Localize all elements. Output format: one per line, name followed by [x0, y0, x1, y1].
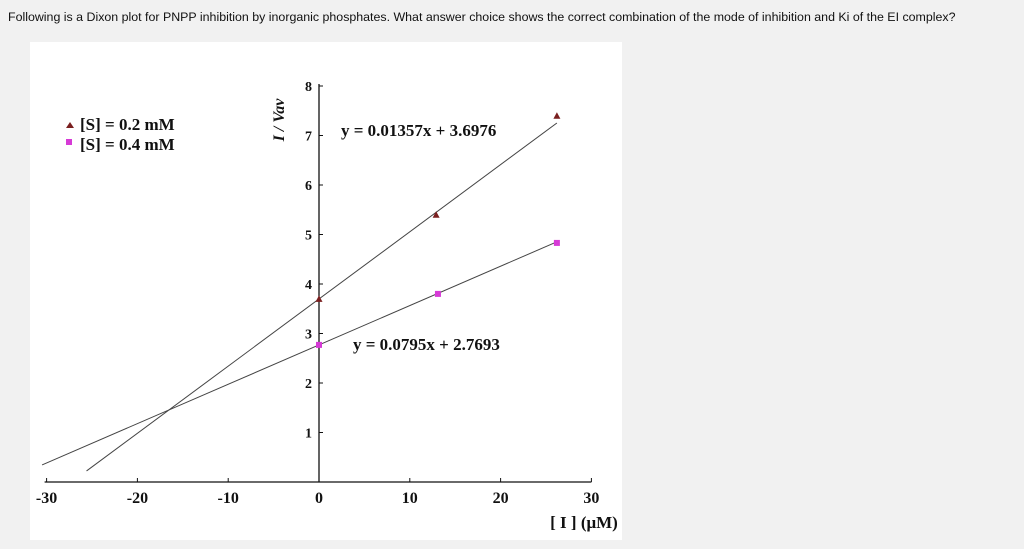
- data-point-s0-1: [432, 211, 440, 218]
- legend-label-s04: [S] = 0.4 mM: [80, 135, 175, 154]
- x-tick-label: 30: [583, 490, 599, 507]
- x-tick-label: -10: [218, 490, 239, 507]
- y-tick-label: 7: [305, 130, 312, 145]
- data-point-s1-0: [316, 341, 322, 348]
- legend: [S] = 0.2 mM [S] = 0.4 mM: [66, 115, 175, 154]
- y-tick-label: 5: [305, 229, 312, 244]
- legend-label-s02: [S] = 0.2 mM: [80, 115, 175, 134]
- dixon-plot: -30 -20 -10 0 10 20 30 1 2 3 4 5 6 7 8 [ I ] (μM) I / …: [30, 42, 622, 540]
- legend-marker-s04: [66, 139, 72, 145]
- x-tick-label: 0: [315, 490, 323, 507]
- y-tick-label: 6: [305, 179, 312, 194]
- fit-line-series-0: [86, 122, 558, 472]
- x-tick-label: 20: [493, 490, 509, 507]
- x-axis-label: [ I ] (μM): [550, 513, 618, 532]
- data-point-s0-0: [315, 295, 323, 302]
- y-axis-label: I / Vav: [271, 98, 288, 143]
- fit-line-series-1: [41, 241, 558, 466]
- y-tick-label: 3: [305, 328, 312, 343]
- y-tick-label: 8: [305, 80, 312, 95]
- fit-equation-s04: y = 0.0795x + 2.7693: [353, 335, 500, 354]
- fit-equation-s02: y = 0.01357x + 3.6976: [341, 121, 496, 140]
- x-tick-label: 10: [402, 490, 418, 507]
- legend-marker-s02: [66, 122, 74, 128]
- y-tick-label: 4: [305, 278, 312, 293]
- x-tick-label: -20: [127, 490, 148, 507]
- y-tick-label: 1: [305, 427, 312, 442]
- y-tick-label: 2: [305, 377, 312, 392]
- data-point-s1-1: [434, 290, 441, 297]
- data-point-s0-2: [553, 112, 561, 119]
- data-point-s1-2: [553, 239, 560, 246]
- question-text: Following is a Dixon plot for PNPP inhib…: [8, 10, 956, 24]
- x-tick-label: -30: [36, 490, 57, 507]
